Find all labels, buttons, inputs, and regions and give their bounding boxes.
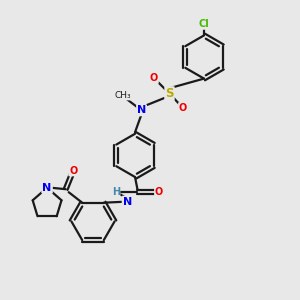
Text: CH₃: CH₃ (115, 91, 131, 100)
Text: N: N (43, 183, 52, 193)
Text: S: S (165, 87, 174, 100)
Text: Cl: Cl (199, 19, 209, 29)
Text: O: O (150, 73, 158, 83)
Text: N: N (43, 183, 52, 193)
Text: O: O (179, 103, 187, 113)
Text: N: N (123, 196, 132, 207)
Text: O: O (155, 187, 163, 197)
Text: O: O (69, 166, 77, 176)
Text: H: H (112, 187, 120, 197)
Text: N: N (137, 105, 146, 116)
